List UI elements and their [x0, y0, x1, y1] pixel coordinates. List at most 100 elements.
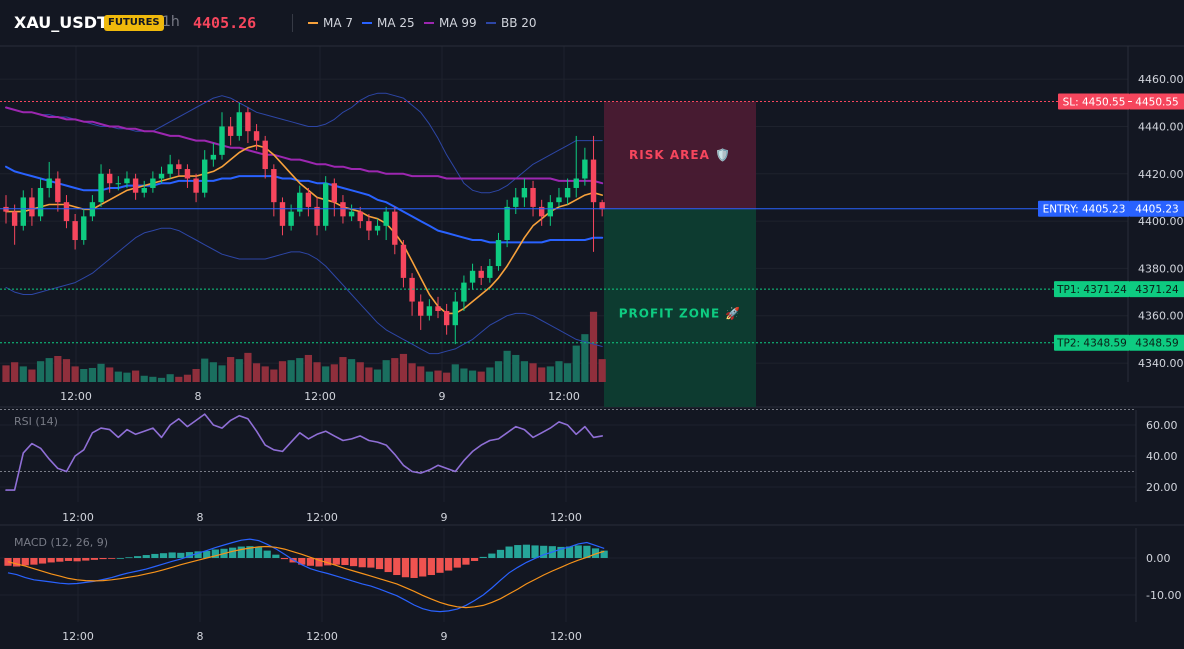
take-profit-1-tag-label: TP1: 4371.24 [1056, 284, 1127, 296]
volume-bar [546, 366, 554, 382]
candle-body [573, 178, 579, 188]
macd-histogram-bar [116, 558, 124, 559]
volume-bar [296, 358, 304, 382]
legend-bb20-label: BB 20 [501, 16, 537, 30]
volume-bar [88, 367, 96, 382]
candle-body [46, 178, 52, 188]
volume-bar [529, 363, 537, 382]
candle-body [253, 131, 260, 141]
legend-ma7[interactable]: MA 7 [308, 16, 353, 30]
rsi-line [5, 413, 604, 491]
macd-histogram-bar [488, 553, 496, 558]
candle-body [331, 183, 338, 203]
volume-bar [252, 363, 261, 382]
time-tick-label: 12:00 [306, 511, 338, 524]
volume-bar [356, 362, 364, 382]
macd-signal-line [7, 545, 605, 609]
volume-bar [166, 374, 174, 382]
futures-badge: FUTURES [104, 15, 164, 31]
ma25-swatch [362, 21, 372, 24]
profit-zone-label: PROFIT ZONE 🚀 [619, 307, 742, 321]
candle-body [521, 187, 528, 198]
volume-bar [270, 369, 278, 382]
macd-title: MACD (12, 26, 9) [14, 536, 108, 549]
volume-bar [235, 359, 243, 382]
macd-histogram-bar [427, 558, 435, 576]
macd-histogram-bar [401, 558, 410, 578]
candles [3, 102, 605, 345]
macd-histogram-bar [350, 558, 358, 567]
macd-histogram-bar [99, 558, 107, 560]
candle-body [55, 178, 61, 203]
legend-ma25[interactable]: MA 25 [362, 16, 415, 30]
candle-body [348, 211, 355, 217]
candle-body [81, 216, 87, 241]
candle-body [461, 282, 467, 302]
macd-histogram-bar [38, 558, 47, 564]
volume-bar [54, 356, 62, 382]
time-tick-label: 12:00 [62, 511, 94, 524]
take-profit-2-axis-price: 4348.59 [1135, 338, 1178, 350]
candle-body [262, 140, 268, 170]
macd-histogram-bar [419, 558, 427, 577]
volume-bar [227, 357, 235, 382]
volume-bar [451, 364, 459, 382]
macd-histogram-bar [393, 558, 401, 576]
volume-bar [322, 366, 330, 382]
profit-zone [604, 208, 756, 407]
candle-body [202, 159, 208, 193]
macd-histogram-bar [280, 558, 289, 560]
macd-histogram-bar [73, 558, 81, 562]
time-tick-label: 8 [195, 390, 202, 403]
volume-bar [304, 354, 312, 382]
candle-body [322, 183, 329, 226]
price-tick-label: 4340.00 [1138, 357, 1184, 370]
price-tick-label: 4460.00 [1138, 73, 1184, 86]
volume-bar [97, 363, 105, 382]
macd-histogram-bar [194, 551, 202, 558]
take-profit-1-axis-price: 4371.24 [1135, 284, 1179, 296]
volume-bar [434, 370, 442, 382]
chart-header: XAU_USDT FUTURES 1h 4405.26 MA 7 MA 25 M… [0, 0, 1184, 46]
grid-lines [0, 45, 1184, 622]
volume-bar [313, 362, 321, 382]
candle-body [158, 173, 165, 179]
volume-bar [123, 372, 131, 382]
macd-histogram-bar [591, 548, 600, 558]
interval-selector[interactable]: 1h [162, 14, 180, 30]
volume-bar [555, 361, 563, 382]
macd-histogram-bar [531, 545, 539, 558]
candle-body [245, 112, 251, 132]
volume-bar [520, 361, 528, 382]
time-tick-label: 12:00 [548, 390, 580, 403]
volume-bar [399, 353, 408, 382]
legend-ma99[interactable]: MA 99 [424, 16, 477, 30]
candle-body [599, 202, 605, 210]
candle-body [115, 183, 122, 185]
rsi-panel: RSI (14) 20.00 40.00 60.00 [0, 409, 1178, 494]
price-tick-label: 4360.00 [1138, 310, 1184, 323]
entry-axis-price: 4405.23 [1135, 204, 1178, 216]
candle-body [219, 126, 225, 155]
candle-body [288, 211, 294, 226]
macd-histogram-bar [358, 558, 366, 568]
candle-body [495, 240, 502, 267]
candle-body [271, 169, 277, 203]
volume-bar [572, 345, 580, 382]
macd-histogram-bar [505, 546, 513, 558]
candle-body [556, 197, 562, 203]
macd-histogram-bar [324, 558, 332, 566]
rsi-title: RSI (14) [14, 415, 58, 428]
macd-histogram-bar [211, 549, 219, 558]
macd-histogram-bar [237, 546, 245, 558]
volume-bar [114, 371, 122, 382]
macd-panel: MACD (12, 26, 9) -10.00 0.00 [4, 536, 1181, 613]
candle-body [314, 206, 320, 226]
legend-bb20[interactable]: BB 20 [486, 16, 537, 30]
volume-bar [149, 376, 157, 382]
take-profit-2-tag-label: TP2: 4348.59 [1056, 338, 1127, 350]
volume-bar [598, 359, 606, 382]
symbol-name[interactable]: XAU_USDT [14, 13, 108, 32]
volume-bar [382, 360, 390, 382]
